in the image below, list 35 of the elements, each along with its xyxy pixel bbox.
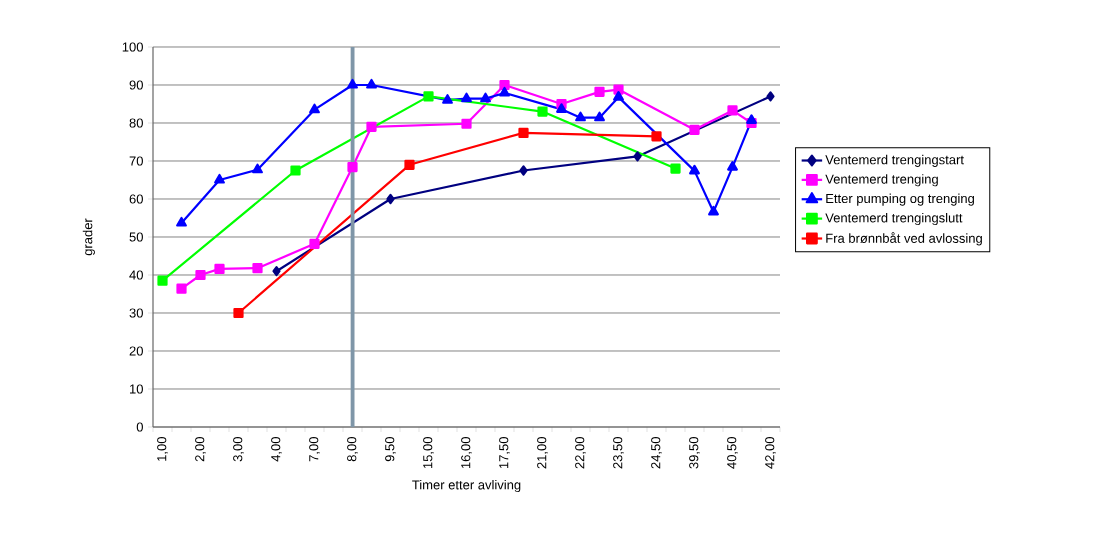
y-tick-label: 40 bbox=[129, 270, 143, 280]
legend-label: Fra brønnbåt ved avlossing bbox=[826, 232, 982, 246]
x-tick-label: 1,00 bbox=[157, 437, 168, 461]
x-tick-label: 8,00 bbox=[347, 437, 358, 462]
x-tick-label: 22,00 bbox=[575, 437, 586, 469]
legend-label: Etter pumping og trenging bbox=[826, 193, 974, 206]
y-tick-label: 0 bbox=[136, 422, 143, 432]
x-tick-label: 16,00 bbox=[461, 437, 472, 469]
legend-label: Ventemerd trengingslutt bbox=[825, 212, 963, 226]
x-tick-label: 39,50 bbox=[689, 437, 700, 469]
legend-label: Ventemerd trenging bbox=[825, 174, 938, 187]
y-tick-label: 70 bbox=[129, 156, 143, 166]
y-tick-label: 60 bbox=[129, 194, 143, 204]
y-tick-label: 80 bbox=[129, 118, 143, 128]
y-tick-label: 100 bbox=[122, 42, 143, 52]
x-tick-label: 17,50 bbox=[499, 437, 510, 469]
x-tick-label: 7,00 bbox=[309, 437, 320, 462]
x-tick-label: 23,50 bbox=[613, 437, 624, 469]
y-tick-label: 10 bbox=[130, 384, 143, 394]
y-tick-label: 30 bbox=[129, 308, 143, 318]
y-tick-label: 20 bbox=[129, 346, 143, 356]
x-tick-label: 42,00 bbox=[765, 437, 776, 469]
y-axis-title: grader bbox=[82, 218, 95, 256]
x-axis-title: Timer etter avliving bbox=[412, 479, 521, 493]
x-tick-label: 9,50 bbox=[385, 437, 396, 462]
x-tick-label: 4,00 bbox=[271, 437, 282, 462]
x-tick-label: 24,50 bbox=[651, 437, 662, 469]
x-tick-label: 2,00 bbox=[195, 437, 206, 462]
y-tick-label: 90 bbox=[129, 80, 143, 90]
y-tick-label: 50 bbox=[129, 232, 143, 242]
x-tick-label: 40,50 bbox=[727, 437, 738, 469]
legend-label: Ventemerd trengingstart bbox=[825, 154, 964, 167]
x-tick-label: 15,00 bbox=[423, 437, 434, 469]
x-tick-label: 21,00 bbox=[537, 437, 548, 469]
x-tick-label: 3,00 bbox=[233, 437, 244, 462]
